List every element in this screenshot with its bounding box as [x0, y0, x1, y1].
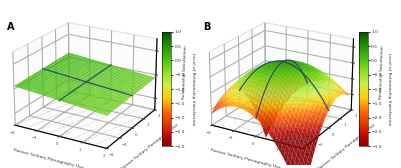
- X-axis label: Partner Solitary Pornography Use: Partner Solitary Pornography Use: [13, 148, 84, 168]
- X-axis label: Partner Solitary Pornography Use: Partner Solitary Pornography Use: [210, 148, 280, 168]
- Y-axis label: Partner Solitary Pornography Use: Partner Solitary Pornography Use: [121, 123, 180, 168]
- Title: A: A: [7, 22, 14, 32]
- Title: B: B: [203, 22, 211, 32]
- Y-axis label: Partner Solitary Pornography Use: Partner Solitary Pornography Use: [317, 123, 376, 168]
- Y-axis label: Level of Relationship Satisfaction: Level of Relationship Satisfaction: [191, 53, 195, 125]
- Y-axis label: Level of Relationship Satisfaction: Level of Relationship Satisfaction: [387, 53, 391, 125]
